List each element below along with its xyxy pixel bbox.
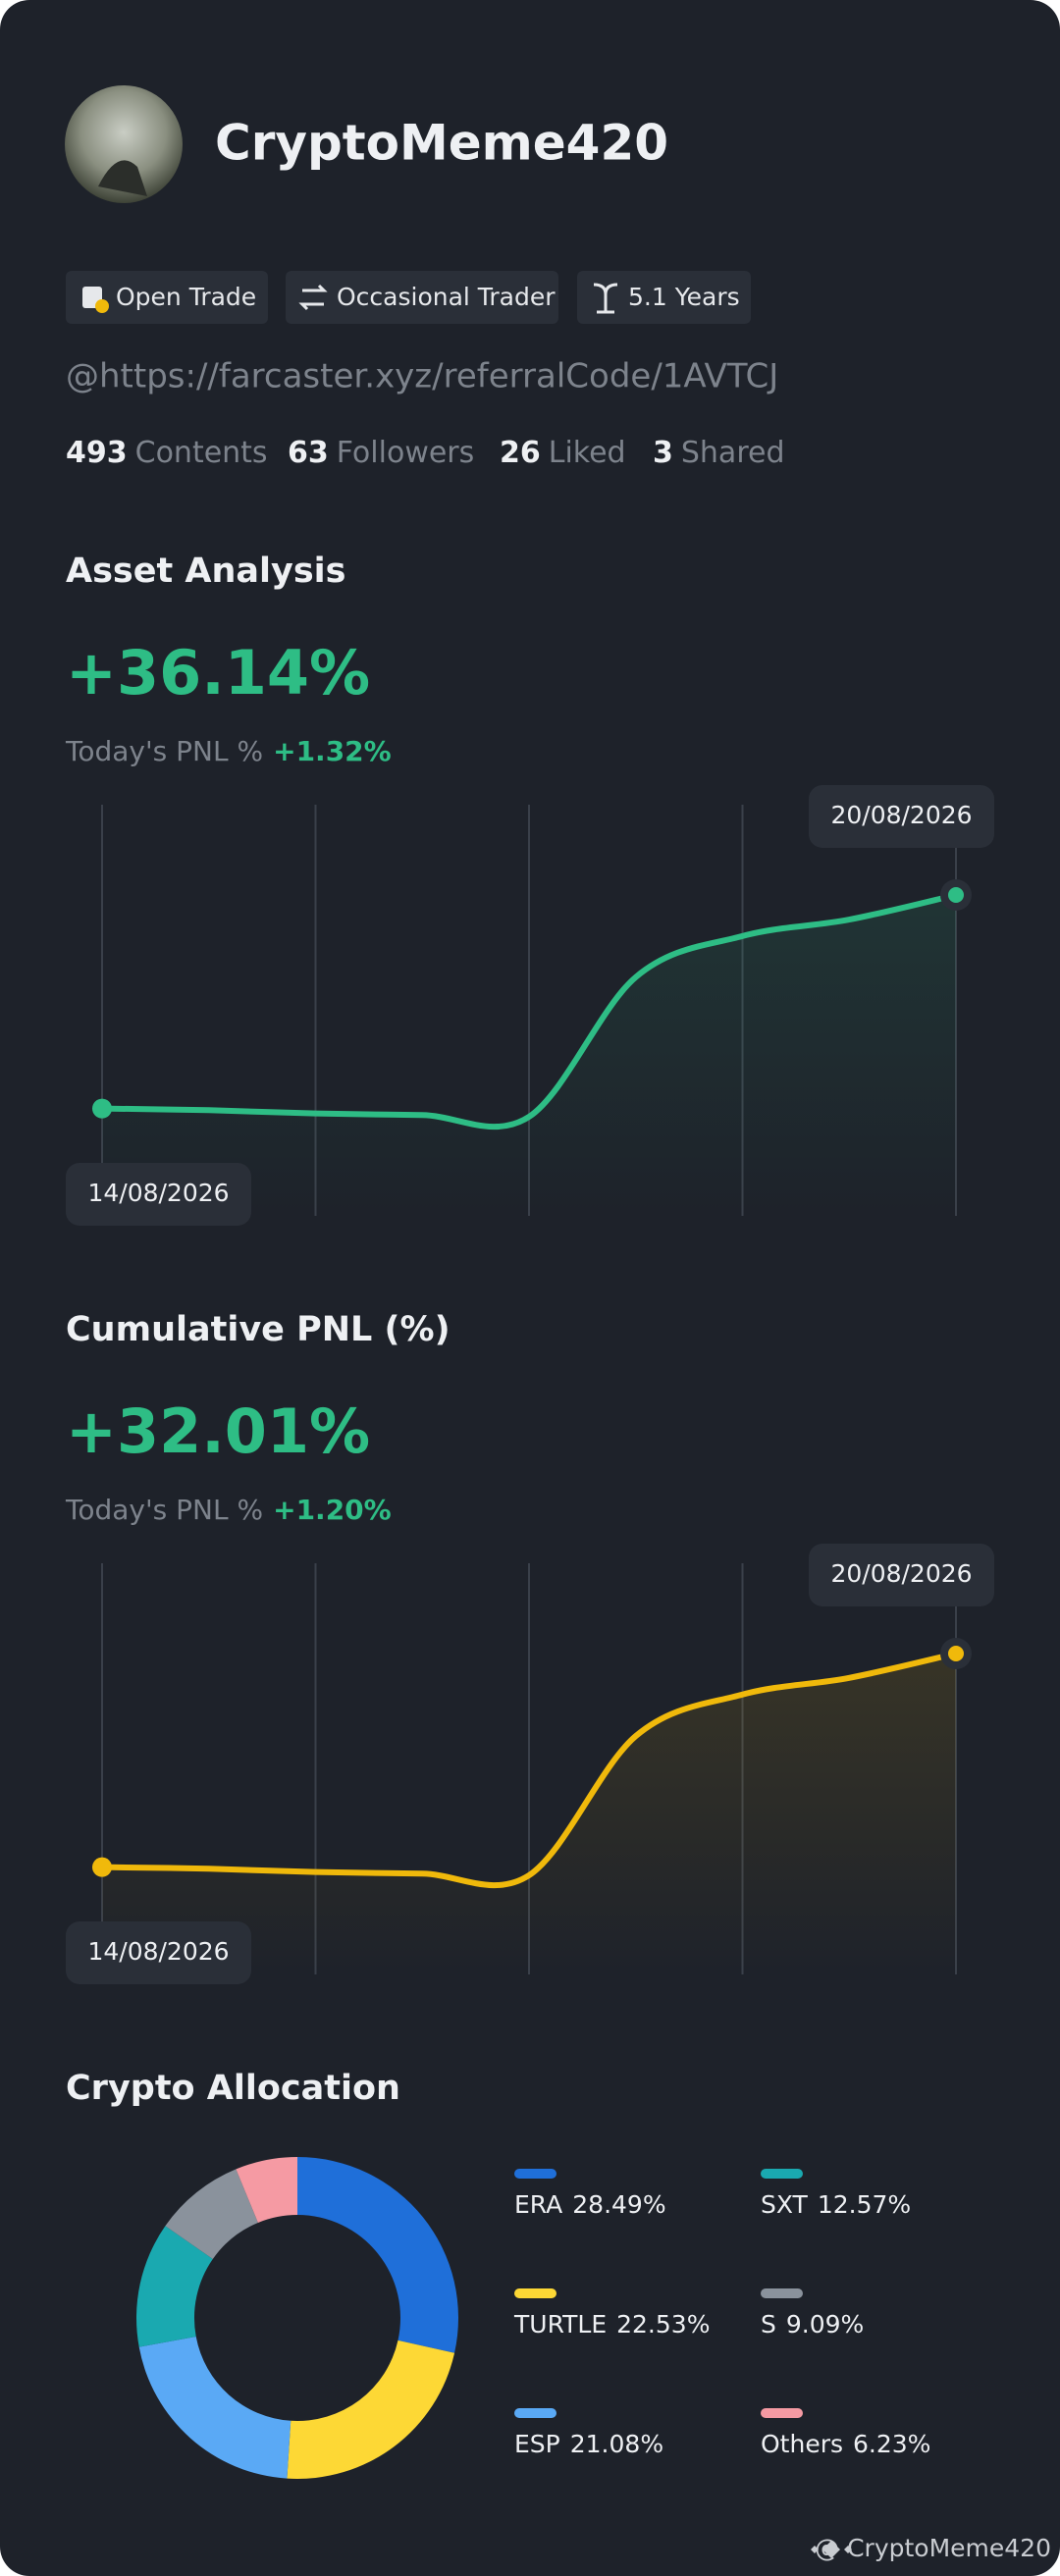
legend-value: 6.23% — [853, 2430, 930, 2458]
legend-entry: S 9.09% — [761, 2310, 864, 2339]
stat-value: 26 — [500, 436, 541, 470]
stat-label: Contents — [135, 436, 268, 470]
area — [102, 1654, 956, 1974]
avatar-figure — [98, 160, 147, 196]
date-badge — [66, 1921, 251, 1984]
tag-text: Occasional Trader — [337, 283, 556, 311]
legend-name: ERA — [514, 2190, 562, 2219]
legend-swatch — [761, 2288, 803, 2298]
legend-value: 9.09% — [786, 2310, 864, 2339]
legend-name: Others — [761, 2430, 843, 2458]
pie-slice — [236, 2156, 297, 2223]
pie-slice — [138, 2336, 292, 2479]
section-title: Asset Analysis — [66, 552, 346, 591]
date-badge — [66, 1163, 251, 1226]
start-marker — [92, 1857, 112, 1877]
stat-value: 63 — [288, 436, 329, 470]
pnl-label: Today's PNL % — [65, 1494, 263, 1526]
tag-icon — [95, 299, 109, 313]
pnl-label: Today's PNL % — [65, 735, 263, 767]
legend-swatch — [514, 2408, 556, 2418]
headline-value: +32.01% — [66, 1395, 370, 1467]
stat-value: 3 — [653, 436, 673, 470]
date-badge — [809, 785, 994, 848]
stat-label: Followers — [337, 436, 475, 470]
headline-value: +36.14% — [66, 637, 370, 709]
legend-entry: ERA 28.49% — [514, 2190, 666, 2219]
tag — [286, 271, 558, 324]
tag-icon — [593, 283, 618, 314]
date-label: 14/08/2026 — [87, 1179, 229, 1207]
legend-entry: Others 6.23% — [761, 2430, 930, 2458]
end-marker — [948, 887, 964, 903]
pnl-line: Today's PNL % +1.20% — [65, 1494, 392, 1526]
legend-value: 28.49% — [572, 2190, 665, 2219]
legend-name: TURTLE — [513, 2310, 607, 2339]
date-label: 14/08/2026 — [87, 1937, 229, 1966]
legend-name: S — [761, 2310, 776, 2339]
date-label: 20/08/2026 — [830, 1559, 972, 1588]
stat: 63 Followers — [288, 436, 474, 470]
legend-swatch — [514, 2169, 556, 2179]
stat-value: 493 — [66, 436, 128, 470]
avatar — [65, 85, 183, 203]
legend-swatch — [761, 2408, 803, 2418]
pnl-value: +1.32% — [273, 735, 392, 767]
pie-slice — [297, 2157, 459, 2353]
area — [102, 895, 956, 1216]
legend-value: 22.53% — [616, 2310, 710, 2339]
legend-entry: SXT 12.57% — [761, 2190, 911, 2219]
legend-name: ESP — [514, 2430, 560, 2458]
pie-slice — [287, 2339, 455, 2479]
section-title: Cumulative PNL (%) — [66, 1310, 450, 1349]
stat-label: Liked — [549, 436, 626, 470]
referral: @https://farcaster.xyz/referralCode/1AVT… — [66, 357, 778, 396]
legend-value: 12.57% — [818, 2190, 911, 2219]
section-title: Crypto Allocation — [66, 2069, 400, 2108]
stat-label: Shared — [681, 436, 785, 470]
legend-swatch — [761, 2169, 803, 2179]
tag — [577, 271, 751, 324]
tag-text: Open Trade — [116, 283, 256, 311]
pnl-line: Today's PNL % +1.32% — [65, 735, 392, 767]
footer-logo — [811, 2541, 852, 2558]
pnl-value: +1.20% — [273, 1494, 392, 1526]
pie-slice — [136, 2226, 213, 2347]
line — [99, 892, 959, 1130]
username: CryptoMeme420 — [215, 115, 668, 172]
date-label: 20/08/2026 — [830, 801, 972, 829]
tag-icon — [298, 284, 328, 311]
legend-name: SXT — [761, 2190, 809, 2219]
footer: @ CryptoMeme420 — [815, 2534, 1051, 2562]
tag-text: 5.1 Years — [628, 283, 740, 311]
date-badge — [809, 1544, 994, 1606]
start-marker — [92, 1098, 112, 1119]
tag — [66, 271, 268, 324]
legend-entry: TURTLE 22.53% — [513, 2310, 710, 2339]
stat: 493 Contents — [66, 436, 268, 470]
stat: 3 Shared — [653, 436, 785, 470]
line — [99, 1651, 959, 1889]
stat: 26 Liked — [500, 436, 626, 470]
legend-value: 21.08% — [570, 2430, 663, 2458]
legend-entry: ESP 21.08% — [514, 2430, 663, 2458]
end-marker — [948, 1646, 964, 1661]
pie-slice — [165, 2169, 258, 2260]
legend-swatch — [514, 2288, 556, 2298]
